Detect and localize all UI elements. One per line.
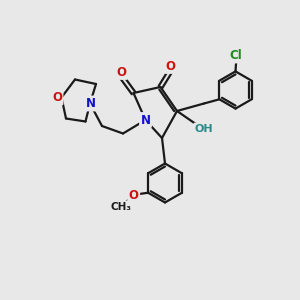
Text: OH: OH (195, 124, 213, 134)
Text: N: N (86, 97, 96, 110)
Text: O: O (52, 91, 62, 104)
Text: O: O (166, 59, 176, 73)
Text: N: N (140, 113, 151, 127)
Text: O: O (116, 65, 127, 79)
Text: O: O (129, 189, 139, 202)
Text: CH₃: CH₃ (111, 202, 132, 212)
Text: Cl: Cl (230, 49, 242, 62)
